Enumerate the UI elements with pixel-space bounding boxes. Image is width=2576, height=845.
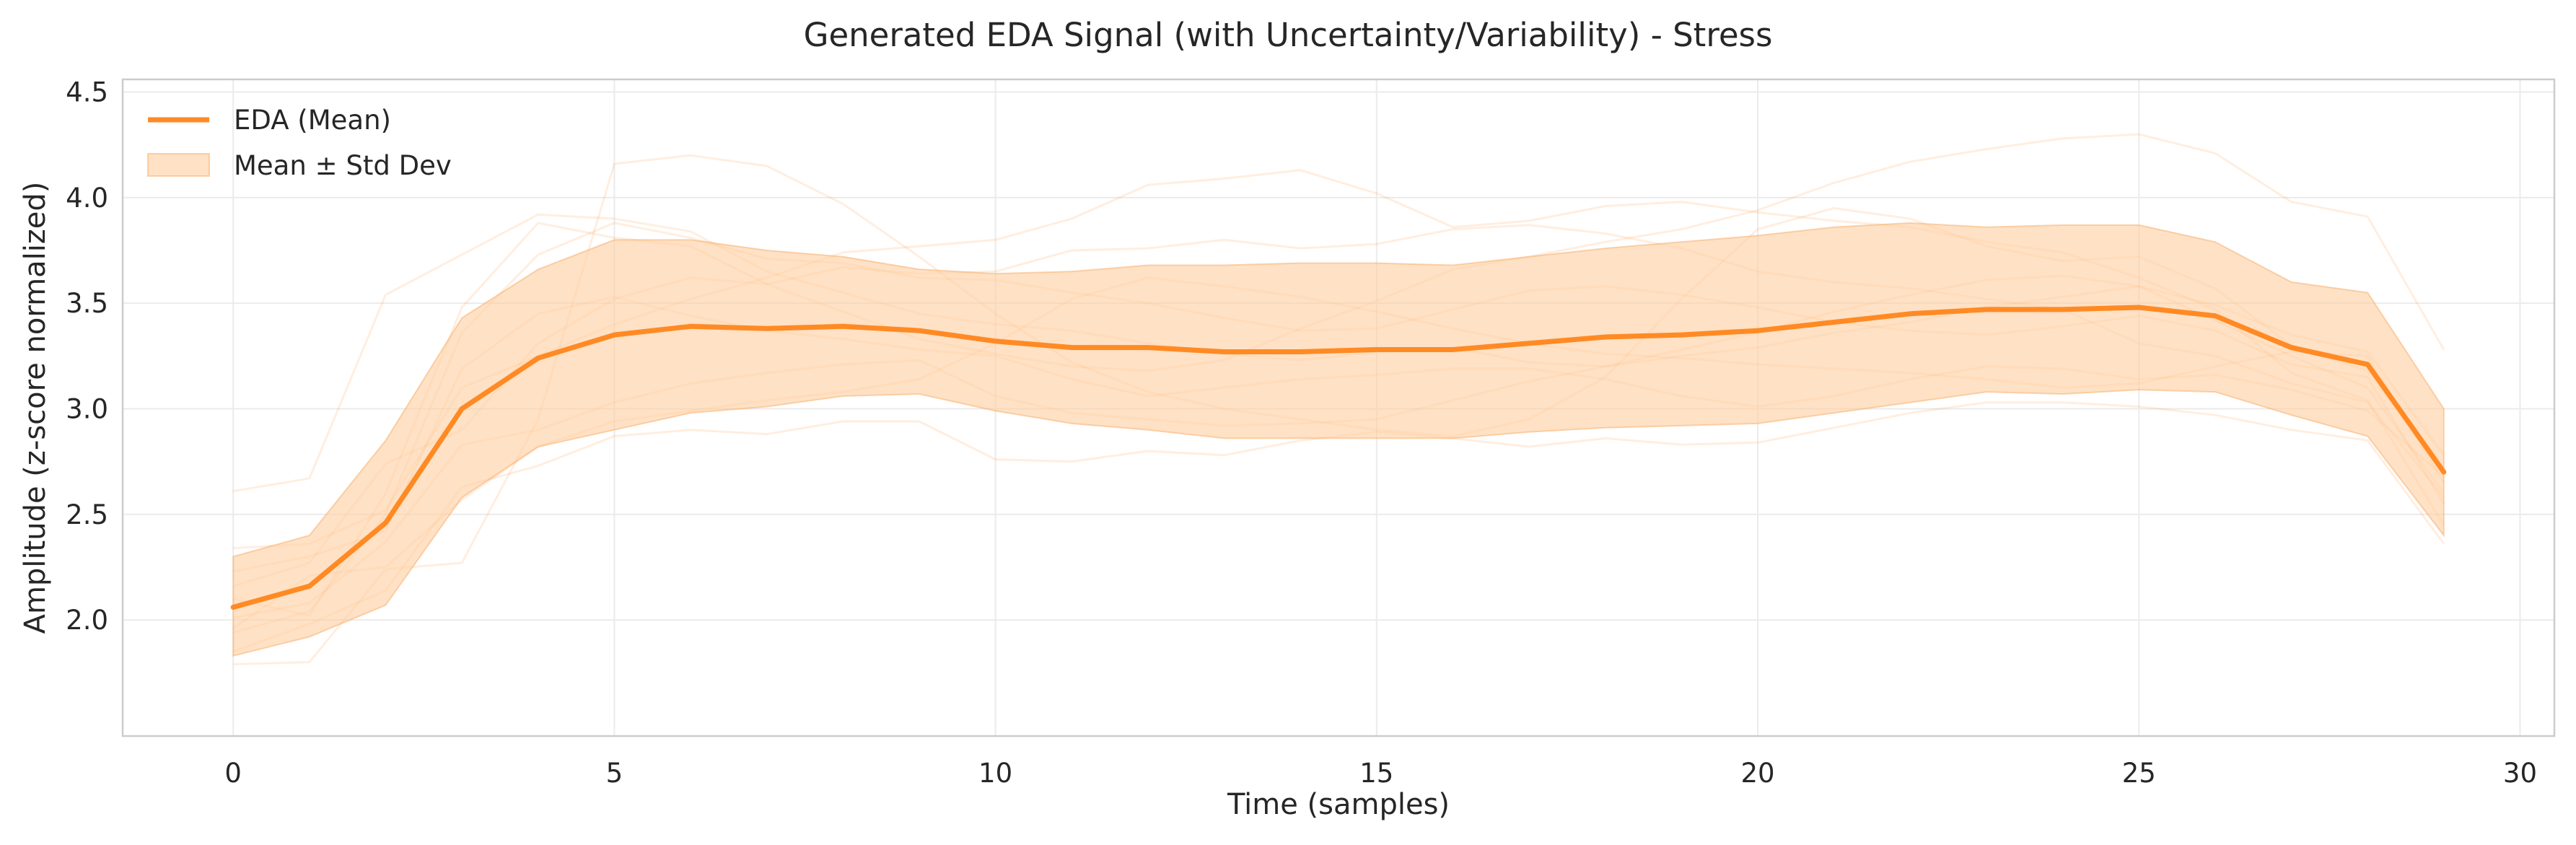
x-axis-label: Time (samples) — [1227, 788, 1450, 821]
legend-band-label: Mean ± Std Dev — [234, 150, 452, 181]
x-tick-label: 15 — [1359, 758, 1393, 789]
y-tick-label: 3.5 — [66, 288, 108, 319]
mean-line — [230, 305, 2447, 610]
plot-frame — [121, 78, 2556, 737]
y-axis-label: Amplitude (z-score normalized) — [19, 182, 52, 634]
y-tick-label: 2.5 — [66, 499, 108, 530]
y-tick-label: 3.0 — [66, 393, 108, 424]
y-tick-label: 2.0 — [66, 605, 108, 636]
x-tick-label: 5 — [606, 758, 623, 789]
x-tick-label: 10 — [978, 758, 1012, 789]
axis-ticks: 0 5 10 15 20 25 30 2.0 2.5 3.0 3.5 4.0 4.5 — [66, 77, 2537, 789]
legend: EDA (Mean) Mean ± Std Dev — [147, 105, 452, 181]
x-tick-label: 20 — [1740, 758, 1774, 789]
std-band-layer — [232, 222, 2445, 657]
chart-title: Generated EDA Signal (with Uncertainty/V… — [804, 16, 1773, 54]
std-band — [232, 222, 2445, 657]
y-tick-label: 4.5 — [66, 77, 108, 108]
legend-mean-label: EDA (Mean) — [234, 105, 391, 136]
y-tick-label: 4.0 — [66, 183, 108, 214]
x-tick-label: 0 — [224, 758, 242, 789]
x-tick-label: 25 — [2122, 758, 2156, 789]
legend-band-swatch — [147, 153, 210, 177]
x-tick-label: 30 — [2503, 758, 2537, 789]
mean-line-layer — [230, 305, 2447, 610]
